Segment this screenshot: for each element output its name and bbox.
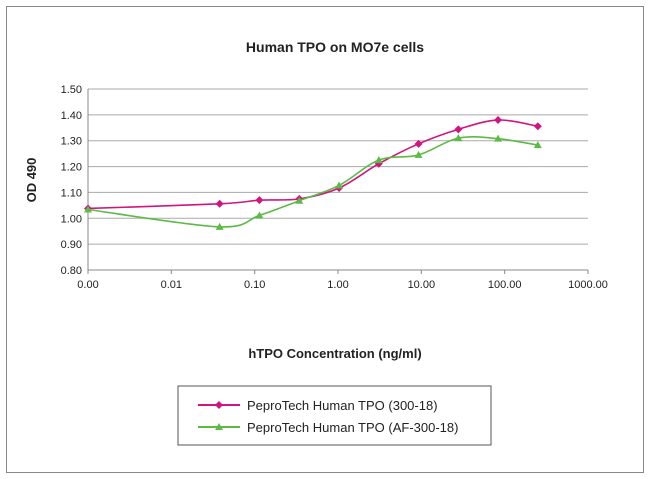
x-tick-label: 0.01	[161, 279, 182, 291]
y-tick-label: 1.10	[61, 187, 82, 199]
y-tick-label: 0.80	[61, 265, 82, 277]
legend-box	[177, 385, 492, 446]
data-point	[255, 196, 264, 205]
y-tick-label: 1.50	[61, 84, 82, 96]
data-point	[374, 156, 383, 164]
series-line	[87, 119, 538, 210]
x-tick-label: 1000.00	[568, 279, 608, 291]
series-line	[87, 135, 538, 228]
legend-label: PeproTech Human TPO (300-18)	[247, 398, 438, 413]
chart-frame	[6, 6, 644, 473]
data-point	[295, 196, 304, 204]
data-point	[533, 141, 542, 149]
y-tick-label: 1.30	[61, 136, 82, 148]
chart-title: Human TPO on MO7e cells	[246, 39, 424, 55]
x-axis-label: hTPO Concentration (ng/ml)	[248, 346, 421, 361]
data-point	[454, 125, 463, 134]
y-axis-label: OD 490	[24, 158, 39, 203]
data-point	[494, 134, 503, 142]
x-tick-label: 10.00	[408, 279, 436, 291]
data-point	[255, 211, 264, 219]
legend-label: PeproTech Human TPO (AF-300-18)	[247, 420, 458, 435]
data-point	[215, 199, 224, 208]
data-point	[335, 181, 344, 189]
data-point	[414, 139, 423, 148]
x-tick-label: 0.10	[244, 279, 265, 291]
data-point	[454, 134, 463, 142]
y-tick-label: 0.90	[61, 239, 82, 251]
legend-marker	[215, 401, 223, 409]
data-point	[533, 122, 542, 131]
x-tick-label: 0.00	[77, 279, 98, 291]
y-tick-label: 1.20	[61, 162, 82, 174]
x-tick-label: 100.00	[488, 279, 522, 291]
x-tick-label: 1.00	[327, 279, 348, 291]
data-point	[414, 150, 423, 158]
y-tick-label: 1.00	[61, 213, 82, 225]
legend-marker	[215, 423, 223, 430]
data-point	[215, 222, 224, 230]
data-point	[84, 205, 92, 213]
y-tick-label: 1.40	[61, 110, 82, 122]
data-point	[494, 116, 503, 125]
